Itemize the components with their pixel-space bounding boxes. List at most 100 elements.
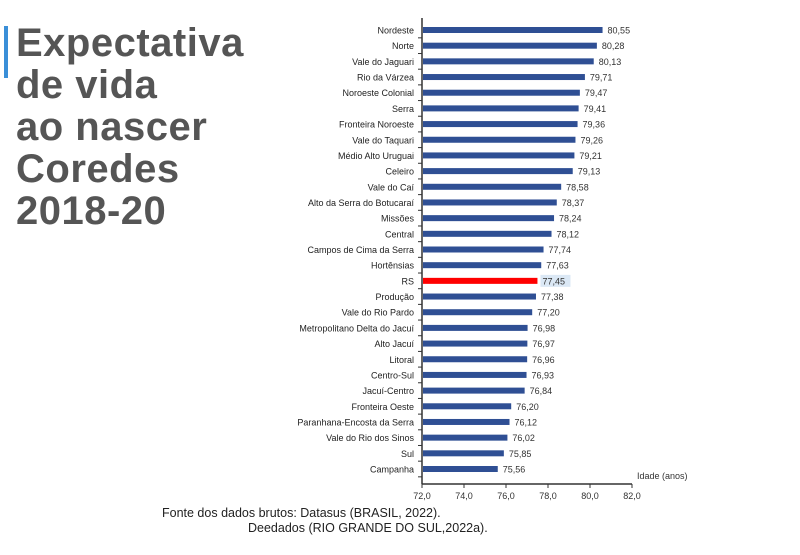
category-label: Fronteira Oeste — [351, 402, 414, 412]
bar — [423, 434, 508, 441]
category-label: Serra — [392, 104, 414, 114]
bar — [423, 136, 576, 143]
bar — [423, 324, 528, 331]
data-label: 77,20 — [537, 308, 560, 318]
category-label: Vale do Caí — [368, 182, 415, 192]
category-label: Central — [385, 229, 414, 239]
data-label: 75,56 — [503, 465, 526, 475]
x-tick-label: 80,0 — [581, 491, 599, 501]
data-label: 76,97 — [532, 339, 555, 349]
x-tick-label: 76,0 — [497, 491, 515, 501]
data-label: 79,71 — [590, 73, 613, 83]
bar — [423, 168, 573, 175]
data-label: 79,26 — [580, 135, 603, 145]
category-label: Missões — [381, 214, 415, 224]
data-label: 77,45 — [542, 276, 565, 286]
category-label: Nordeste — [377, 26, 414, 36]
category-label: RS — [401, 276, 414, 286]
bar — [423, 230, 552, 237]
bar — [423, 418, 510, 425]
title-line: 2018-20 — [16, 189, 167, 233]
category-label: Alto da Serra do Botucaraí — [308, 198, 415, 208]
data-label: 78,24 — [559, 214, 582, 224]
bar — [423, 309, 533, 316]
x-tick-label: 74,0 — [455, 491, 473, 501]
category-label: Celeiro — [385, 167, 414, 177]
data-label: 79,13 — [578, 167, 601, 177]
category-label: Litoral — [389, 355, 414, 365]
category-label: Sul — [401, 449, 414, 459]
bar — [423, 74, 585, 81]
data-label: 80,13 — [599, 57, 622, 67]
bar — [423, 403, 512, 410]
bar — [423, 371, 527, 378]
bar — [423, 356, 528, 363]
category-label: Campos de Cima da Serra — [307, 245, 414, 255]
data-label: 77,74 — [549, 245, 572, 255]
source-line-2: Deedados (RIO GRANDE DO SUL,2022a). — [248, 521, 488, 535]
category-label: Jacuí-Centro — [362, 386, 414, 396]
bar — [423, 450, 504, 457]
highlight-label-bg — [540, 274, 571, 287]
bar — [423, 58, 594, 65]
bar — [423, 387, 525, 394]
category-label: Produção — [375, 292, 414, 302]
data-label: 79,47 — [585, 88, 608, 98]
category-label: Campanha — [370, 465, 414, 475]
bar — [423, 466, 498, 472]
bar — [423, 215, 555, 222]
bar — [423, 277, 538, 284]
data-label: 76,20 — [516, 402, 539, 412]
bar — [423, 262, 542, 269]
source-line-1: Fonte dos dados brutos: Datasus (BRASIL,… — [162, 506, 441, 520]
data-label: 76,84 — [530, 386, 553, 396]
bar — [423, 152, 575, 159]
data-label: 80,28 — [602, 41, 625, 51]
category-label: Norte — [392, 41, 414, 51]
title-line: Expectativa — [16, 21, 244, 65]
category-label: Paranhana-Encosta da Serra — [297, 417, 414, 427]
category-label: Vale do Rio dos Sinos — [326, 433, 414, 443]
x-tick-label: 78,0 — [539, 491, 557, 501]
data-label: 76,02 — [512, 433, 535, 443]
x-tick-label: 82,0 — [623, 491, 641, 501]
category-label: Noroeste Colonial — [342, 88, 414, 98]
bar — [423, 183, 562, 190]
data-label: 76,12 — [515, 417, 538, 427]
category-label: Alto Jacuí — [374, 339, 414, 349]
category-label: Centro-Sul — [371, 370, 414, 380]
title-line: ao nascer — [16, 105, 208, 149]
category-label: Vale do Jaguari — [352, 57, 414, 67]
bar — [423, 121, 578, 128]
data-label: 77,63 — [546, 261, 569, 271]
data-label: 80,55 — [608, 26, 631, 36]
data-label: 76,98 — [533, 323, 556, 333]
bar — [423, 246, 544, 253]
category-label: Vale do Rio Pardo — [342, 308, 414, 318]
source-note: Fonte dos dados brutos: Datasus (BRASIL,… — [162, 506, 488, 536]
data-label: 78,12 — [557, 229, 580, 239]
category-label: Médio Alto Uruguai — [338, 151, 414, 161]
x-axis-label: Idade (anos) — [637, 471, 688, 481]
bar — [423, 105, 579, 112]
data-label: 78,58 — [566, 182, 589, 192]
bar — [423, 42, 597, 49]
bar — [423, 27, 603, 33]
category-label: Metropolitano Delta do Jacuí — [299, 323, 414, 333]
data-label: 76,93 — [532, 370, 555, 380]
category-label: Vale do Taquari — [352, 135, 414, 145]
data-label: 79,41 — [584, 104, 607, 114]
bar — [423, 340, 528, 347]
data-label: 79,36 — [583, 120, 606, 130]
data-label: 78,37 — [562, 198, 585, 208]
category-label: Rio da Várzea — [357, 73, 414, 83]
bar — [423, 199, 557, 206]
data-label: 79,21 — [579, 151, 602, 161]
category-label: Hortênsias — [371, 261, 415, 271]
title-line: Coredes — [16, 147, 180, 191]
title-line: de vida — [16, 63, 158, 107]
data-label: 76,96 — [532, 355, 555, 365]
bar — [423, 293, 536, 300]
data-label: 75,85 — [509, 449, 532, 459]
